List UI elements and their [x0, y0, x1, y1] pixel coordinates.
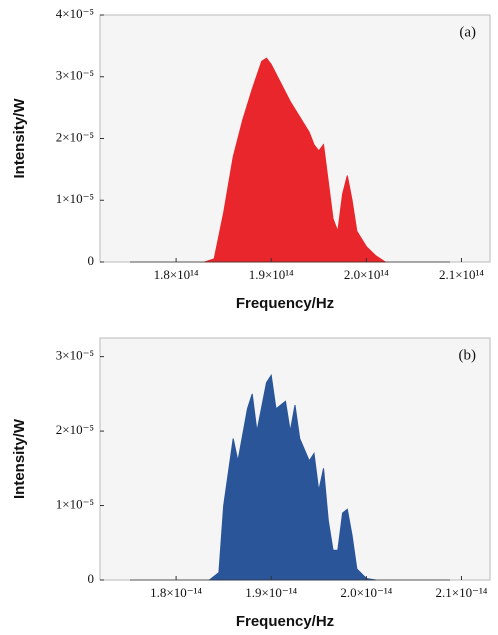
- annotation: (a): [459, 24, 476, 40]
- x-axis-label: Frequency/Hz: [236, 613, 334, 630]
- spectrum-area: [207, 373, 376, 581]
- y-tick-label: 2×10⁻⁵: [56, 422, 94, 437]
- annotation: (b): [459, 347, 477, 363]
- x-tick-label: 2.1×10⁻¹⁴: [436, 585, 488, 600]
- x-tick-label: 2.1×10¹⁴: [439, 267, 484, 282]
- y-tick-label: 3×10⁻⁵: [56, 348, 94, 363]
- spectrum-area: [204, 57, 388, 263]
- x-tick-label: 2.0×10⁻¹⁴: [340, 585, 392, 600]
- x-tick-label: 1.9×10¹⁴: [249, 267, 294, 282]
- x-tick-label: 2.0×10¹⁴: [344, 267, 389, 282]
- y-tick-label: 2×10⁻⁵: [56, 129, 94, 144]
- x-tick-label: 1.8×10¹⁴: [154, 267, 199, 282]
- y-tick-label: 1×10⁻⁵: [56, 497, 94, 512]
- y-axis-label: Intensity/W: [11, 418, 28, 499]
- y-tick-label: 3×10⁻⁵: [56, 68, 94, 83]
- y-tick-label: 0: [88, 571, 95, 586]
- y-tick-label: 0: [88, 253, 95, 268]
- x-tick-label: 1.9×10⁻¹⁴: [245, 585, 297, 600]
- y-tick-label: 4×10⁻⁵: [56, 6, 94, 21]
- y-axis-label: Intensity/W: [11, 98, 28, 179]
- x-tick-label: 1.8×10⁻¹⁴: [150, 585, 202, 600]
- x-axis-label: Frequency/Hz: [236, 295, 334, 312]
- y-tick-label: 1×10⁻⁵: [56, 191, 94, 206]
